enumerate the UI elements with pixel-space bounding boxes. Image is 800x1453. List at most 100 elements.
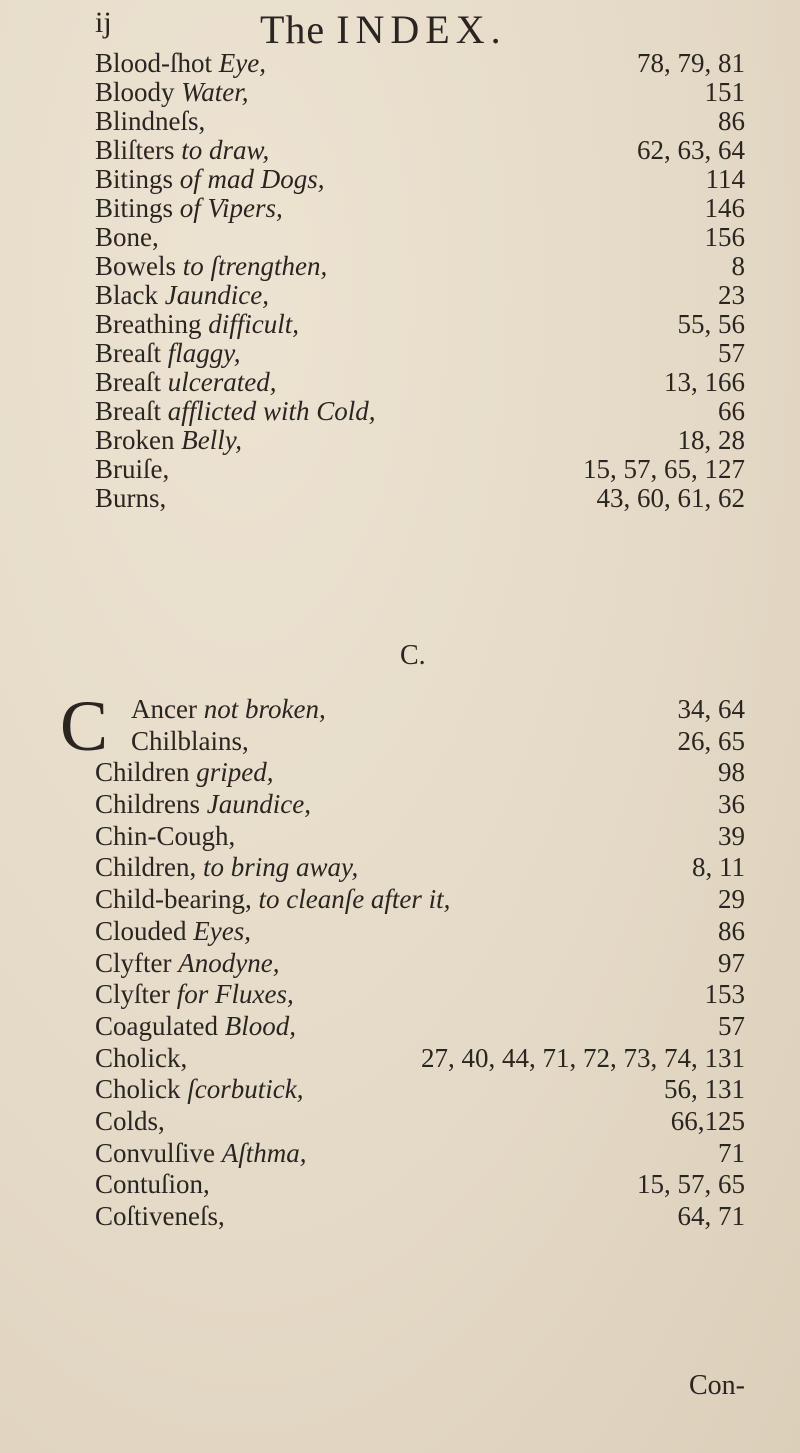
term-roman: Clyfter: [95, 947, 179, 978]
entry-pages: 97: [718, 947, 745, 978]
index-entry: Breaſt ulcerated, 13, 166: [95, 367, 745, 397]
term-roman: Children,: [95, 852, 203, 883]
index-entry: Ancer not broken, 34, 64: [95, 694, 745, 726]
entry-pages: 29: [718, 884, 745, 915]
term-roman: Broken: [95, 425, 182, 455]
term-roman: Bowels: [95, 251, 183, 281]
entry-pages: 156: [704, 222, 746, 252]
index-entry: Colds, 66,125: [95, 1106, 745, 1138]
term-italic: difficult,: [208, 309, 299, 339]
index-entry: Broken Belly, 18, 28: [95, 425, 746, 456]
index-entry: Chilblains, 26, 65: [95, 726, 745, 758]
entry-pages: 56, 131: [664, 1074, 745, 1105]
drop-cap: C: [60, 686, 109, 766]
entry-pages: 66: [718, 396, 745, 426]
index-entry: Child-bearing, to cleanſe after it, 29: [95, 884, 745, 916]
entry-term: Clyſter for Fluxes,: [95, 979, 294, 1010]
entry-term: Broken Belly,: [95, 425, 242, 456]
term-roman: Breaſt: [95, 367, 168, 397]
entry-term: Bruiſe,: [95, 454, 169, 485]
index-entry: Children griped, 98: [95, 757, 745, 789]
index-entry: Contuſion, 15, 57, 65: [95, 1169, 745, 1201]
entry-pages: 146: [704, 193, 746, 223]
entry-pages: 36: [718, 789, 745, 820]
entry-term: Childrens Jaundice,: [95, 789, 311, 820]
page-header: ij The INDEX.: [95, 6, 745, 52]
term-roman: Burns,: [95, 483, 167, 513]
entry-pages: 34, 64: [677, 694, 746, 724]
entry-pages: 8: [731, 251, 746, 281]
entry-term: Colds,: [95, 1106, 165, 1137]
term-italic: griped,: [196, 757, 274, 788]
term-roman: Convulſive: [95, 1137, 222, 1168]
term-italic: ſcorbutick,: [187, 1074, 304, 1105]
entry-pages: 62, 63, 64: [637, 135, 745, 165]
entry-pages: 43, 60, 61, 62: [596, 483, 746, 513]
term-italic: Anodyne,: [178, 947, 280, 978]
entry-term: Coagulated Blood,: [95, 1011, 296, 1042]
index-entry: Cholick, 27, 40, 44, 71, 72, 73, 74, 131: [95, 1043, 745, 1075]
term-roman: Coagulated: [95, 1010, 225, 1041]
entry-term: Cholick,: [95, 1043, 187, 1074]
term-roman: Bliſters: [95, 135, 182, 165]
term-italic: Jaundice,: [164, 280, 269, 310]
index-entry: Bone, 156: [95, 222, 746, 253]
entry-pages: 114: [705, 164, 746, 194]
index-entry: Cholick ſcorbutick, 56, 131: [95, 1074, 745, 1106]
term-italic: Jaundice,: [206, 789, 311, 820]
index-entry: Breathing difficult, 55, 56: [95, 309, 745, 340]
term-roman: Blindneſs,: [95, 106, 206, 136]
entry-term: Children griped,: [95, 757, 274, 788]
entry-term: Breaſt flaggy,: [95, 338, 240, 369]
index-entry: Clyfter Anodyne, 97: [95, 948, 745, 980]
term-italic: to cleanſe after it,: [258, 884, 451, 915]
entry-pages: 39: [718, 820, 745, 851]
term-italic: not broken,: [203, 694, 326, 724]
entry-pages: 23: [718, 280, 745, 310]
term-roman: Children: [95, 757, 197, 788]
term-italic: afflicted with Cold,: [167, 396, 376, 426]
entry-pages: 86: [718, 106, 745, 136]
entry-term: Burns,: [95, 483, 166, 514]
index-entry: Breaſt flaggy, 57: [95, 338, 745, 369]
entry-pages: 64, 71: [677, 1201, 746, 1231]
entry-term: Cholick ſcorbutick,: [95, 1074, 303, 1105]
term-italic: to draw,: [181, 135, 270, 165]
index-entry: Bloody Water, 151: [95, 77, 746, 107]
entry-term: Clouded Eyes,: [95, 916, 251, 947]
entry-pages: 98: [718, 757, 745, 788]
entry-pages: 57: [718, 1010, 745, 1041]
entry-term: Ancer not broken,: [95, 694, 326, 725]
entry-term: Breathing difficult,: [95, 309, 299, 340]
index-entry: Bitings of Vipers, 146: [95, 193, 746, 223]
index-entry: Coſtiveneſs, 64, 71: [95, 1201, 745, 1233]
entry-pages: 66,125: [670, 1105, 745, 1136]
term-italic: flaggy,: [167, 338, 241, 368]
term-roman: Bloody: [95, 77, 182, 107]
entry-term: Bowels to ſtrengthen,: [95, 251, 327, 282]
term-roman: Breaſt: [95, 396, 168, 426]
entry-term: Coſtiveneſs,: [95, 1201, 225, 1232]
term-roman: Chilblains,: [131, 725, 249, 756]
term-roman: Contuſion,: [95, 1169, 210, 1200]
entry-pages: 18, 28: [677, 425, 746, 455]
entry-pages: 151: [704, 77, 746, 107]
entry-term: Bone,: [95, 222, 159, 253]
term-roman: Cholick: [95, 1074, 188, 1105]
catchword: Con-: [689, 1370, 745, 1401]
index-entry: Black Jaundice, 23: [95, 280, 745, 310]
term-italic: to ſtrengthen,: [182, 251, 328, 281]
entry-pages: 57: [718, 338, 745, 368]
entry-term: Bitings of mad Dogs,: [95, 164, 325, 195]
term-italic: ulcerated,: [167, 367, 277, 397]
term-italic: Aſthma,: [221, 1137, 307, 1168]
entry-term: Child-bearing, to cleanſe after it,: [95, 884, 450, 915]
index-entry: Clouded Eyes, 86: [95, 916, 745, 948]
term-italic: of mad Dogs,: [179, 164, 325, 194]
entry-term: Children, to bring away,: [95, 852, 358, 883]
term-roman: Bruiſe,: [95, 454, 170, 484]
index-entry: Burns, 43, 60, 61, 62: [95, 483, 746, 514]
index-entry: Coagulated Blood, 57: [95, 1011, 745, 1043]
entry-term: Contuſion,: [95, 1169, 210, 1200]
